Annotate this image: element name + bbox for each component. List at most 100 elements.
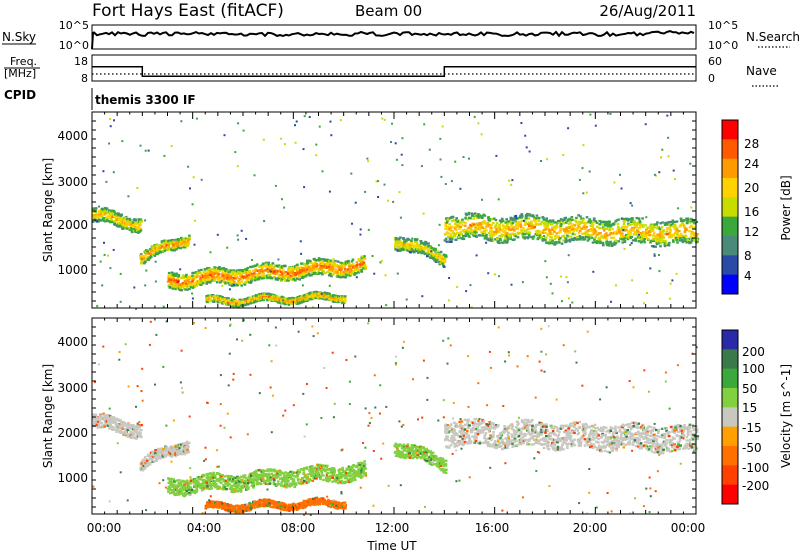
power-echo-cell (320, 263, 324, 266)
power-echo-cell (110, 220, 114, 224)
power-echo-cell (484, 232, 487, 235)
power-echo-cell (439, 250, 443, 254)
power-echo-cell (602, 229, 606, 232)
power-echo-cell (198, 280, 201, 283)
power-echo-cell (535, 217, 538, 220)
power-echo-cell (399, 244, 402, 247)
power-echo-cell (361, 261, 364, 264)
power-echo-cell (469, 223, 473, 227)
power-echo-cell (435, 259, 439, 262)
power-echo-cell (137, 218, 140, 221)
power-echo-cell (498, 219, 502, 222)
power-echo-cell (359, 233, 362, 236)
power-echo-cell (440, 255, 444, 259)
power-echo-cell (273, 272, 277, 276)
power-echo-cell (331, 297, 334, 300)
power-echo-cell (266, 299, 269, 302)
velocity-echo-cell (187, 441, 191, 444)
power-echo-cell (318, 264, 322, 267)
power-echo-cell (555, 232, 559, 235)
velocity-echo-cell (148, 461, 151, 465)
power-echo-cell (257, 274, 260, 277)
power-echo-cell (509, 218, 513, 221)
power-echo-cell (547, 242, 551, 245)
velocity-echo-cell (164, 454, 167, 457)
power-echo-cell (221, 284, 224, 287)
velocity-echo-cell (95, 423, 99, 427)
power-echo-cell (557, 238, 561, 241)
power-echo-cell (335, 296, 339, 299)
power-echo-cell (181, 244, 184, 248)
power-echo-cell (401, 137, 404, 140)
power-echo-cell (408, 249, 412, 252)
power-echo-cell (175, 241, 178, 245)
cpid-program: themis 3300 IF (95, 93, 196, 107)
power-echo-cell (286, 271, 290, 274)
power-echo-cell (619, 237, 622, 240)
power-echo-cell (231, 270, 235, 273)
power-echo-cell (605, 237, 609, 241)
power-echo-cell (351, 222, 353, 225)
power-echo-cell (367, 160, 370, 163)
power-echo-cell (622, 238, 626, 241)
power-echo-cell (245, 268, 249, 272)
power-echo-cell (568, 238, 572, 241)
power-echo-cell (660, 236, 664, 240)
power-echo-cell (102, 170, 105, 173)
velocity-echo-cell (187, 483, 190, 487)
power-echo-cell (592, 217, 596, 220)
power-echo-cell (119, 272, 122, 275)
power-echo-cell (568, 226, 572, 229)
power-echo-cell (236, 234, 239, 237)
power-echo-cell (528, 150, 531, 153)
power-echo-cell (251, 298, 254, 301)
power-echo-cell (139, 218, 143, 221)
power-echo-cell (442, 265, 446, 268)
power-echo-cell (287, 303, 291, 306)
power-echo-cell (209, 295, 213, 299)
power-echo-cell (502, 230, 506, 233)
power-echo-cell (206, 281, 209, 284)
power-echo-cell (273, 297, 277, 300)
power-echo-cell (554, 221, 557, 224)
power-echo-cell (655, 241, 659, 244)
power-echo-cell (516, 236, 520, 239)
power-echo-cell (143, 257, 146, 260)
power-echo-cell (144, 251, 147, 254)
power-echo-cell (568, 231, 572, 235)
power-echo-cell (605, 242, 609, 245)
freq-series (92, 66, 696, 78)
power-echo-cell (189, 277, 192, 280)
freq-unit-label: [MHz] (4, 67, 36, 80)
power-echo-cell (520, 122, 523, 124)
power-echo-cell (252, 276, 256, 280)
power-echo-cell (123, 219, 126, 222)
power-echo-cell (495, 231, 498, 234)
power-echo-cell (652, 238, 655, 241)
power-echo-cell (116, 223, 120, 226)
power-echo-cell (520, 216, 523, 219)
power-echo-cell (495, 227, 498, 231)
power-echo-cell (505, 227, 508, 230)
velocity-echo-cell (127, 435, 131, 438)
power-echo-cell (649, 241, 652, 244)
power-echo-cell (209, 276, 212, 279)
power-echo-cell (391, 122, 393, 125)
power-echo-cell (538, 230, 541, 233)
power-echo-cell (244, 301, 248, 304)
power-echo-cell (207, 294, 210, 297)
power-echo-cell (471, 222, 474, 225)
power-echo-cell (170, 282, 173, 285)
power-echo-cell (578, 235, 582, 238)
power-echo-cell (627, 234, 631, 238)
power-echo-cell (542, 231, 545, 234)
power-echo-cell (544, 220, 548, 224)
power-echo-cell (410, 242, 413, 245)
power-echo-cell (483, 214, 487, 217)
power-echo-cell (191, 297, 194, 300)
power-echo-cell (490, 232, 494, 235)
power-echo-cell (693, 239, 697, 242)
power-echo-cell (317, 292, 321, 295)
power-echo-cell (456, 286, 459, 289)
velocity-echo-cell (186, 479, 189, 482)
